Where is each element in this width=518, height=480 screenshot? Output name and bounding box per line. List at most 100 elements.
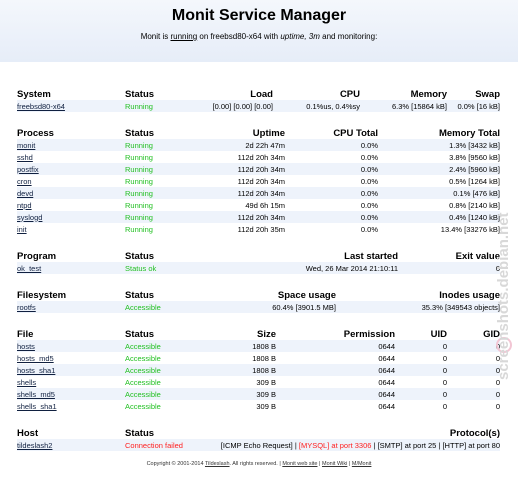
cell: 0.1% [476 kB] <box>378 187 500 199</box>
cell: 0.8% [2140 kB] <box>449 200 500 210</box>
cell: 13.4% [33276 kB] <box>440 224 500 234</box>
column-header: Space usage <box>277 290 336 301</box>
protocol: | <box>436 440 443 450</box>
service-link[interactable]: rootfs <box>17 302 36 312</box>
column-header: Protocol(s) <box>449 428 500 439</box>
cell: 1808 B <box>195 340 276 352</box>
cell: 0 <box>447 340 500 352</box>
cell: 35.3% [349543 objects] <box>336 301 500 313</box>
link[interactable]: M/Monit <box>351 461 372 467</box>
service-link[interactable]: hosts_sha1 <box>17 365 56 375</box>
column-header: Swap <box>475 89 500 100</box>
column-header: File <box>17 329 34 340</box>
status: Running <box>125 139 195 151</box>
column-header: CPU Total <box>333 128 378 139</box>
service-link[interactable]: sshd <box>17 152 33 162</box>
service-link[interactable]: shells_md5 <box>17 389 55 399</box>
service-link[interactable]: syslogd <box>17 212 43 222</box>
name-cell: cron <box>17 175 125 187</box>
column-header: Program <box>17 251 57 262</box>
cell: [0.00] [0.00] [0.00] <box>195 100 273 112</box>
column-header: Process <box>17 128 54 139</box>
name-cell: freebsd80-x64 <box>17 100 125 112</box>
service-link[interactable]: hosts_md5 <box>17 353 54 363</box>
row: cron Running 112d 20h 34m 0.0% 0.5% [1264 kB… <box>17 175 500 187</box>
separator: | <box>279 461 283 467</box>
cell: 60.4% [3901.5 MB] <box>195 301 336 313</box>
column-header: Status <box>125 290 155 301</box>
separator: | <box>347 461 352 467</box>
cell: 0 <box>495 353 500 363</box>
column-header: Status <box>125 428 155 439</box>
link[interactable]: Monit Wiki <box>321 461 348 467</box>
uptime: uptime, 3m <box>280 32 320 41</box>
watermark-logo <box>496 337 512 353</box>
subtitle-text: and monitoring: <box>319 32 378 41</box>
service-link[interactable]: init <box>17 224 27 234</box>
header-row: System Status Load CPU Memory Swap <box>17 84 500 100</box>
cell: 112d 20h 34m <box>195 163 285 175</box>
name-cell: init <box>17 223 125 235</box>
status: Accessible <box>125 301 195 313</box>
content: System Status Load CPU Memory Swap freebsd80-x… <box>17 84 501 462</box>
name-cell: ntpd <box>17 199 125 211</box>
status: Running <box>125 224 153 234</box>
protocol: [MYSQL] at port 3306 <box>298 440 372 450</box>
status: Running <box>125 163 195 175</box>
cell: 2d 22h 47m <box>195 139 285 151</box>
service-link[interactable]: ntpd <box>17 200 32 210</box>
column-header: Uptime <box>252 128 285 139</box>
service-link[interactable]: cron <box>17 176 32 186</box>
service-link[interactable]: postfix <box>17 164 39 174</box>
protocol: [HTTP] at port 80 <box>442 440 500 450</box>
row: tildeslash2 Connection failed [ICMP Echo R… <box>17 439 500 451</box>
link[interactable]: Monit web site <box>282 461 318 467</box>
status: Running <box>125 200 153 210</box>
cell: 0.5% [1264 kB] <box>449 176 500 186</box>
column-header: Inodes usage <box>439 290 500 301</box>
subtitle: Monit is running on freebsd80-x64 with u… <box>0 32 518 41</box>
running-link[interactable]: running <box>170 32 198 41</box>
cell: 309 B <box>256 401 276 411</box>
row: sshd Running 112d 20h 34m 0.0% 3.8% [9560 kB… <box>17 151 500 163</box>
cell: 0.0% <box>360 224 378 234</box>
service-link[interactable]: monit <box>17 140 36 150</box>
name-cell: hosts <box>17 340 125 352</box>
cell: 0644 <box>378 377 395 387</box>
service-link[interactable]: freebsd80-x64 <box>17 101 65 111</box>
header-row: Filesystem Status Space usage Inodes usage <box>17 285 500 301</box>
cell: 0 <box>395 340 447 352</box>
service-link[interactable]: shells <box>17 377 37 387</box>
link[interactable]: Tildeslash <box>204 461 230 467</box>
service-link[interactable]: hosts <box>17 341 35 351</box>
column-header: Host <box>17 428 39 439</box>
section-table: Process Status Uptime CPU Total Memory Total… <box>17 123 500 235</box>
service-link[interactable]: shells_sha1 <box>17 401 57 411</box>
cell: 0 <box>447 364 500 376</box>
name-cell: shells <box>17 376 125 388</box>
title: Monit Service Manager <box>171 7 347 24</box>
service-link[interactable]: tildeslash2 <box>17 440 53 450</box>
copyright: Copyright © 2001-2014 <box>146 461 205 467</box>
column-header: Load <box>250 89 273 100</box>
section-table: Host Status Protocol(s) tildeslash2 Connecti… <box>17 423 500 451</box>
row: shells Accessible 309 B 0644 0 0 <box>17 376 500 388</box>
row: shells_sha1 Accessible 309 B 0644 0 0 <box>17 400 500 412</box>
row: freebsd80-x64 Running [0.00] [0.00] [0.00]… <box>17 100 500 112</box>
cell: 0644 <box>378 353 395 363</box>
service-link[interactable]: devd <box>17 188 34 198</box>
service-link[interactable]: ok_test <box>17 263 42 273</box>
status: Status ok <box>125 262 195 274</box>
watermark: screenshots.debian.net <box>495 212 512 380</box>
cell: 0.0% <box>285 187 378 199</box>
cell: 0 <box>442 353 447 363</box>
cell: 0.0% <box>285 211 378 223</box>
cell: 0 <box>495 377 500 387</box>
cell: 309 B <box>256 377 276 387</box>
cell: 0644 <box>276 340 395 352</box>
cell: 0.0% <box>360 200 378 210</box>
cell: 49d 6h 15m <box>245 200 285 210</box>
cell: [ICMP Echo Request] | [MYSQL] at port 33… <box>195 439 500 451</box>
status: Accessible <box>125 401 161 411</box>
